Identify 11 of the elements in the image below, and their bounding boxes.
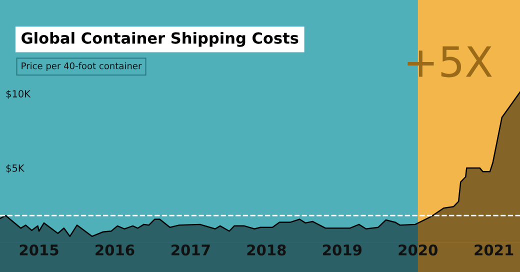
y-tick-label: $10K xyxy=(6,90,31,99)
x-tick-label: 2021 xyxy=(474,244,514,256)
x-tick-label: 2018 xyxy=(247,244,286,256)
x-tick-label: 2015 xyxy=(20,244,58,256)
y-tick-label: $5K xyxy=(6,164,25,174)
x-tick-label: 2020 xyxy=(398,244,438,256)
x-tick-label: 2016 xyxy=(96,244,134,256)
x-tick-label: 2017 xyxy=(172,244,210,256)
text: Price per 40-foot container xyxy=(22,62,142,72)
x-tick-label: 2019 xyxy=(323,244,362,256)
text: Global Container Shipping Costs xyxy=(22,32,298,47)
